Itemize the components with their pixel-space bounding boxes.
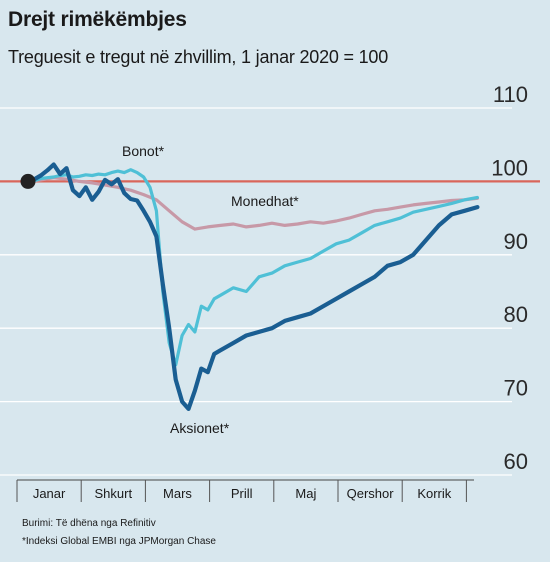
x-tick-label-shkurt: Shkurt <box>95 486 133 501</box>
series-line-aksionet <box>25 162 480 411</box>
series-line-bonot <box>26 168 479 367</box>
x-tick-label-maj: Maj <box>295 486 316 501</box>
y-tick-label-80: 80 <box>504 302 528 327</box>
x-tick-label-mars: Mars <box>163 486 192 501</box>
y-tick-label-60: 60 <box>504 449 528 474</box>
y-tick-label-110: 110 <box>493 82 528 107</box>
source-line-2: *Indeksi Global EMBI nga JPMorgan Chase <box>22 536 216 547</box>
y-tick-label-70: 70 <box>504 376 528 401</box>
series-label-aksionet: Aksionet* <box>170 420 230 436</box>
x-tick-label-qershor: Qershor <box>347 486 395 501</box>
source-line-1: Burimi: Të dhëna nga Refinitiv <box>22 518 156 529</box>
series-lines <box>20 162 480 411</box>
source-note: Burimi: Të dhëna nga Refinitiv *Indeksi … <box>22 515 216 551</box>
x-tick-label-korrik: Korrik <box>417 486 451 501</box>
series-label-monedhat: Monedhat* <box>231 193 299 209</box>
chart-subtitle: Treguesit e tregut në zhvillim, 1 janar … <box>8 47 389 67</box>
chart-title: Drejt rimëkëmbjes <box>8 8 187 31</box>
y-axis-ticks: 60 70 80 90 100 110 <box>491 82 528 474</box>
start-point-dot <box>20 173 36 189</box>
x-tick-label-prill: Prill <box>231 486 253 501</box>
y-tick-label-100: 100 <box>491 155 528 180</box>
x-tick-label-janar: Janar <box>33 486 66 501</box>
y-tick-label-90: 90 <box>504 229 528 254</box>
gridlines <box>0 107 512 476</box>
series-label-bonot: Bonot* <box>122 143 165 159</box>
x-axis: Janar Shkurt Mars Prill Maj Qershor Korrik <box>16 479 474 502</box>
series-labels: Bonot* Aksionet* Monedhat* <box>122 143 299 436</box>
